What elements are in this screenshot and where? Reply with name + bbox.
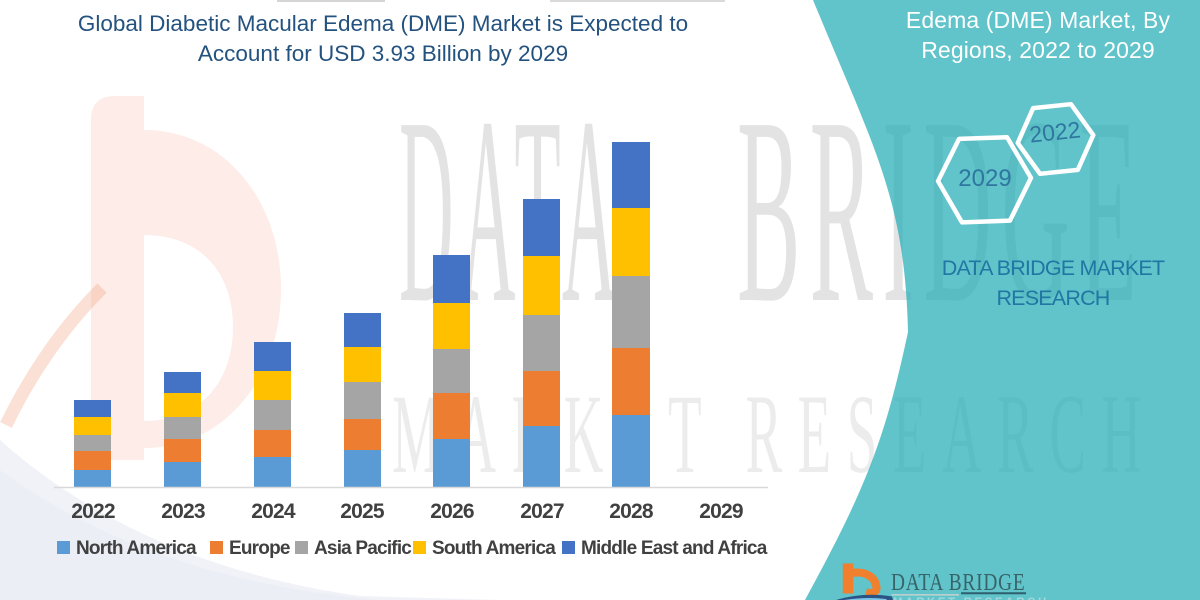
- svg-text:MARKET RESEARCH: MARKET RESEARCH: [893, 597, 1049, 600]
- svg-text:DATA BRIDGE: DATA BRIDGE: [891, 568, 1025, 596]
